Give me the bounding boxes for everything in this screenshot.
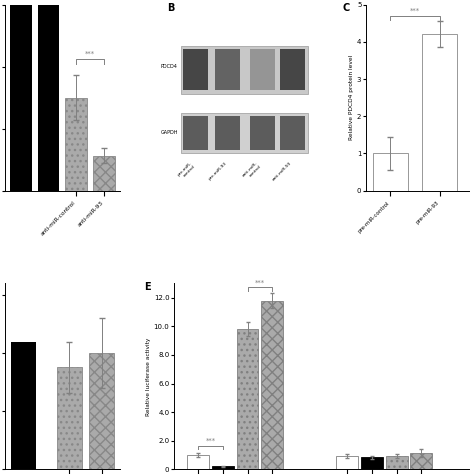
Bar bbox=[93, 156, 115, 191]
Text: pre-miR-93: pre-miR-93 bbox=[208, 161, 228, 181]
Bar bbox=[250, 49, 274, 90]
Text: anti-miR-
control: anti-miR- control bbox=[242, 161, 262, 181]
Bar bbox=[261, 301, 283, 469]
Bar bbox=[187, 455, 209, 469]
Bar bbox=[373, 154, 408, 191]
Text: PDCD4: PDCD4 bbox=[161, 64, 178, 69]
Bar bbox=[56, 367, 82, 469]
Y-axis label: Relative luciferase activity: Relative luciferase activity bbox=[146, 337, 151, 416]
Bar bbox=[10, 342, 36, 469]
Bar bbox=[212, 466, 234, 469]
Text: ***: *** bbox=[410, 8, 420, 14]
Text: E: E bbox=[144, 282, 151, 292]
Bar bbox=[337, 456, 358, 469]
Text: B: B bbox=[167, 3, 174, 13]
Bar bbox=[215, 49, 240, 90]
Bar bbox=[9, 0, 32, 191]
Text: C: C bbox=[343, 3, 350, 13]
Bar bbox=[37, 0, 59, 191]
Text: ***: *** bbox=[255, 280, 265, 286]
Bar bbox=[280, 49, 305, 90]
Bar bbox=[410, 453, 432, 469]
Bar bbox=[89, 353, 114, 469]
Text: GAPDH: GAPDH bbox=[160, 130, 178, 136]
Bar bbox=[280, 116, 305, 150]
Bar bbox=[181, 46, 308, 94]
Text: ***: *** bbox=[206, 438, 216, 444]
Bar bbox=[361, 457, 383, 469]
Text: ***: *** bbox=[85, 51, 95, 57]
Bar bbox=[215, 116, 240, 150]
Bar bbox=[250, 116, 274, 150]
Bar bbox=[386, 456, 408, 469]
Bar bbox=[65, 98, 87, 191]
Bar bbox=[181, 112, 308, 154]
Y-axis label: Relative PDCD4 protein level: Relative PDCD4 protein level bbox=[349, 55, 354, 140]
Bar bbox=[237, 329, 258, 469]
Text: pre-miR-
control: pre-miR- control bbox=[176, 161, 196, 180]
Bar bbox=[183, 49, 208, 90]
Text: anti-miR-93: anti-miR-93 bbox=[272, 161, 292, 182]
Bar bbox=[183, 116, 208, 150]
Bar bbox=[422, 35, 457, 191]
